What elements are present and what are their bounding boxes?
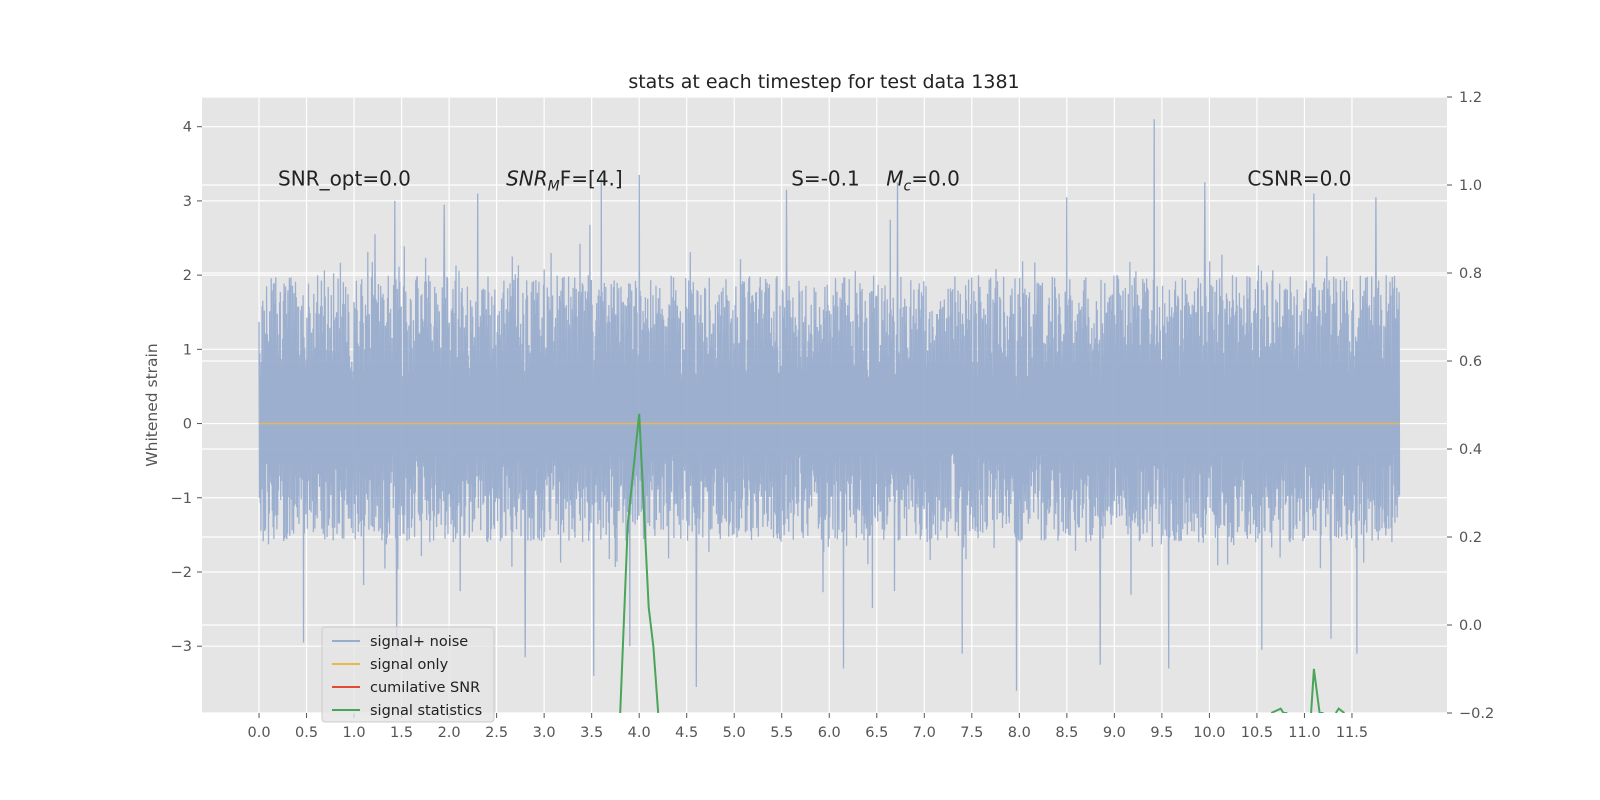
series-signal-statistics	[1270, 707, 1288, 713]
x-tick-label: 2.5	[485, 725, 508, 741]
x-tick-label: 7.0	[913, 725, 936, 741]
x-tick-label: 2.0	[438, 725, 461, 741]
x-tick-label: 6.0	[818, 725, 841, 741]
y2-tick-label: 0.8	[1459, 266, 1482, 282]
y-axis-label: Whitened strain	[143, 343, 161, 466]
y2-tick-label: 0.4	[1459, 442, 1482, 458]
chart-title: stats at each timestep for test data 138…	[628, 71, 1019, 93]
x-tick-label: 10.0	[1193, 725, 1225, 741]
x-tick-label: 9.5	[1150, 725, 1173, 741]
y2-tick-label: 0.2	[1459, 530, 1482, 546]
y-tick-label: 2	[183, 268, 192, 284]
x-tick-label: 3.0	[533, 725, 556, 741]
y-tick-label: −1	[171, 491, 192, 507]
legend: signal+ noise signal only cumilative SNR si…	[321, 626, 495, 723]
y2-tick-label: 1.0	[1459, 178, 1482, 194]
y2-tick-label: 0.6	[1459, 354, 1482, 370]
plot-area: SNR_opt=0.0 SNRMF=[4.] S=-0.1 Mc=0.0 CSNR=0.…	[202, 96, 1447, 714]
x-tick-label: 0.0	[247, 725, 270, 741]
legend-label: signal only	[370, 657, 449, 673]
x-tick-label: 4.0	[628, 725, 651, 741]
x-tick-label: 8.0	[1008, 725, 1031, 741]
x-tick-label: 11.5	[1336, 725, 1368, 741]
y2-tick-label: −0.2	[1459, 706, 1494, 722]
y-tick-label: −3	[171, 639, 192, 655]
y2-tick-label: 1.2	[1459, 90, 1482, 106]
y2-axis: 1.2 1.0 0.8 0.6 0.4 0.2 0.0 −0.2	[1447, 90, 1494, 722]
x-tick-label: 1.5	[390, 725, 413, 741]
series-signal-plus-noise	[258, 119, 1401, 691]
series-layer	[258, 119, 1401, 713]
y-tick-label: −2	[171, 565, 192, 581]
x-tick-label: 6.5	[865, 725, 888, 741]
x-tick-label: 0.5	[295, 725, 318, 741]
series-signal-statistics	[1334, 707, 1346, 713]
legend-label: signal statistics	[370, 703, 482, 719]
x-tick-label: 5.5	[770, 725, 793, 741]
chart-annotation: S=-0.1	[791, 167, 859, 191]
x-tick-label: 9.0	[1103, 725, 1126, 741]
y-tick-label: 0	[183, 417, 192, 433]
y-tick-label: 1	[183, 342, 192, 358]
chart-annotation: SNRMF=[4.]	[506, 167, 623, 195]
chart-annotation: Mc=0.0	[886, 167, 960, 195]
y2-tick-label: 0.0	[1459, 618, 1482, 634]
x-tick-label: 7.5	[960, 725, 983, 741]
x-axis: 0.0 0.5 1.0 1.5 2.0 2.5 3.0 3.5 4.0 4.5 5.0 5.5 6.0 6…	[247, 713, 1368, 741]
y-tick-label: 3	[183, 194, 192, 210]
x-tick-label: 1.0	[343, 725, 366, 741]
series-signal-statistics	[1310, 668, 1324, 713]
x-tick-label: 11.0	[1288, 725, 1320, 741]
legend-label: signal+ noise	[370, 634, 468, 650]
legend-box	[321, 626, 495, 723]
annotations: SNR_opt=0.0 SNRMF=[4.] S=-0.1 Mc=0.0 CSNR=0.…	[278, 167, 1351, 195]
series-signal-statistics	[619, 413, 660, 713]
chart-annotation: CSNR=0.0	[1247, 167, 1351, 191]
x-tick-label: 10.5	[1241, 725, 1273, 741]
y-tick-label: 4	[183, 120, 192, 136]
legend-label: cumilative SNR	[370, 680, 480, 696]
x-tick-label: 5.0	[723, 725, 746, 741]
chart-annotation: SNR_opt=0.0	[278, 167, 411, 191]
y-axis: 4 3 2 1 0 −1 −2 −3	[171, 120, 202, 655]
x-tick-label: 8.5	[1055, 725, 1078, 741]
x-tick-label: 4.5	[675, 725, 698, 741]
x-tick-label: 3.5	[580, 725, 603, 741]
